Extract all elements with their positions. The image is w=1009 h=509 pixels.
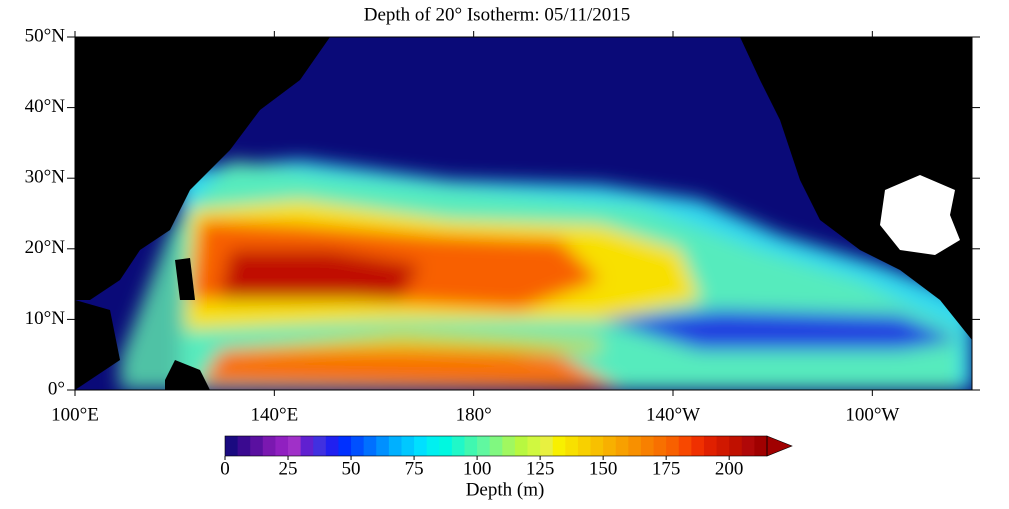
colorbar-segment: [426, 436, 440, 456]
colorbar-segment: [754, 436, 768, 456]
colorbar-tick-label: 50: [342, 458, 361, 479]
y-tick-label: 30°N: [25, 167, 66, 188]
colorbar-segment: [502, 436, 516, 456]
colorbar-segment: [451, 436, 465, 456]
colorbar-segment: [414, 436, 428, 456]
x-tick-label: 100°E: [51, 404, 99, 425]
colorbar-tick-label: 200: [715, 458, 744, 479]
colorbar-segment: [376, 436, 390, 456]
colorbar-arrow: [766, 435, 793, 457]
colorbar-segment: [477, 436, 491, 456]
colorbar-segment: [552, 436, 566, 456]
y-tick-label: 40°N: [25, 96, 66, 117]
colorbar-segment: [225, 436, 239, 456]
x-tick-label: 140°E: [250, 404, 298, 425]
colorbar-segment: [388, 436, 402, 456]
x-tick-label: 180°: [456, 404, 492, 425]
colorbar-segment: [300, 436, 314, 456]
colorbar-frame: [224, 435, 768, 457]
colorbar-segment: [628, 436, 642, 456]
colorbar-segment: [325, 436, 339, 456]
colorbar-segment: [363, 436, 377, 456]
colorbar-segment: [653, 436, 667, 456]
colorbar-tick-label: 75: [405, 458, 424, 479]
plot-frame: [74, 36, 973, 391]
colorbar-segment: [514, 436, 529, 456]
colorbar-segment: [741, 436, 755, 456]
colorbar-segment: [540, 436, 554, 456]
colorbar-tick-label: 125: [526, 458, 555, 479]
colorbar-segment: [237, 436, 251, 456]
colorbar-segment: [262, 436, 276, 456]
colorbar-segment: [666, 436, 680, 456]
chart-title: Depth of 20° Isotherm: 05/11/2015: [364, 4, 631, 25]
y-tick-label: 20°N: [25, 237, 66, 258]
colorbar-segment: [288, 436, 302, 456]
colorbar-segment: [691, 436, 705, 456]
x-tick-label: 140°W: [646, 404, 700, 425]
colorbar-tick-label: 100: [463, 458, 492, 479]
colorbar-tick-label: 175: [652, 458, 681, 479]
colorbar-segment: [603, 436, 617, 456]
colorbar-segment: [275, 436, 289, 456]
colorbar-segment: [640, 436, 655, 456]
colorbar-segment: [489, 436, 503, 456]
colorbar-segment: [313, 436, 327, 456]
colorbar-segment: [577, 436, 592, 456]
colorbar-label: Depth (m): [466, 479, 545, 500]
colorbar-segment: [565, 436, 579, 456]
colorbar-segment: [678, 436, 692, 456]
colorbar-segment: [615, 436, 629, 456]
y-tick-label: 10°N: [25, 308, 66, 329]
colorbar-segment: [527, 436, 541, 456]
colorbar-segment: [703, 436, 718, 456]
colorbar-segment: [590, 436, 604, 456]
colorbar-tick-label: 0: [220, 458, 230, 479]
colorbar-tick-label: 150: [589, 458, 618, 479]
colorbar-segment: [351, 436, 365, 456]
y-tick-label: 0°: [48, 378, 65, 399]
colorbar-segment: [716, 436, 730, 456]
x-tick-label: 100°W: [845, 404, 899, 425]
map-field: [75, 37, 972, 390]
colorbar-tick-label: 25: [279, 458, 298, 479]
colorbar-segment: [250, 436, 264, 456]
colorbar-segment: [401, 436, 415, 456]
colorbar-segment: [439, 436, 453, 456]
colorbar-segment: [729, 436, 743, 456]
y-tick-label: 50°N: [25, 25, 66, 46]
colorbar-segment: [338, 436, 352, 456]
colorbar-segment: [464, 436, 478, 456]
